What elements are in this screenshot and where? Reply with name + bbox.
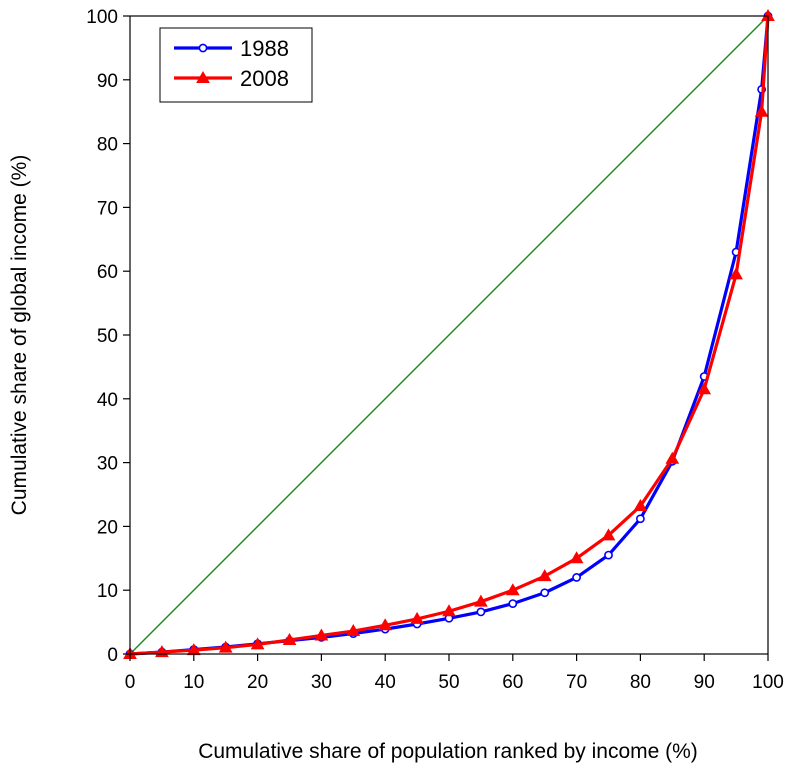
series-point — [314, 628, 329, 641]
y-tick-label: 70 — [97, 198, 118, 219]
legend-label: 1988 — [240, 36, 289, 61]
x-tick-label: 60 — [502, 672, 523, 693]
x-axis-title: Cumulative share of population ranked by… — [198, 740, 698, 763]
series-point — [540, 588, 550, 598]
legend-label: 2008 — [240, 66, 289, 91]
series-point — [250, 637, 265, 650]
y-tick-label: 60 — [97, 262, 118, 283]
y-tick-label: 100 — [86, 7, 118, 28]
x-tick-label: 100 — [752, 672, 784, 693]
x-tick-label: 30 — [311, 672, 332, 693]
series-point — [378, 618, 393, 631]
y-tick-label: 20 — [97, 517, 118, 538]
axes: 0 10 20 30 40 50 60 70 80 90 100 0 10 20 30 40 50 60 70 80 9… — [86, 7, 784, 693]
series-point — [196, 70, 210, 83]
series-point — [633, 498, 648, 511]
y-axis-title: Cumulative share of global income (%) — [8, 155, 31, 516]
y-tick-label: 90 — [97, 71, 118, 92]
x-tick-label: 80 — [630, 672, 651, 693]
legend-entry: 1988 — [174, 36, 289, 61]
series-point — [665, 451, 680, 464]
series-point — [636, 514, 645, 524]
y-tick-label: 10 — [97, 581, 118, 602]
y-tick-label: 30 — [97, 454, 118, 475]
series-point — [198, 43, 208, 53]
series-point — [537, 569, 552, 582]
legend-entry: 2008 — [174, 66, 289, 91]
equality-line-layer — [129, 15, 769, 655]
series-point — [476, 607, 486, 617]
x-tick-label: 10 — [183, 672, 204, 693]
series-point — [442, 604, 456, 617]
equality-line — [129, 15, 769, 655]
series-point — [218, 640, 233, 653]
y-tick-label: 80 — [97, 135, 118, 156]
x-tick-label: 90 — [694, 672, 715, 693]
legend: 1988 2008 — [159, 27, 313, 103]
y-tick-label: 50 — [97, 326, 118, 347]
x-tick-label: 40 — [375, 672, 396, 693]
series-point — [282, 632, 297, 645]
legend-box — [159, 27, 313, 103]
y-tick-label: 0 — [107, 645, 118, 666]
series-point — [754, 104, 769, 117]
series-2008 — [123, 8, 775, 659]
x-tick-label: 50 — [438, 672, 459, 693]
series-point — [569, 551, 584, 564]
series-point — [572, 573, 581, 582]
series-point — [410, 611, 424, 624]
series-point — [505, 583, 520, 596]
series-point — [346, 624, 361, 637]
series-layer — [123, 8, 775, 659]
series-point — [604, 550, 613, 560]
series-point — [601, 528, 616, 541]
series-point — [508, 599, 518, 608]
series-line — [129, 15, 770, 656]
series-point — [729, 267, 743, 280]
x-tick-label: 0 — [125, 672, 136, 693]
x-tick-label: 20 — [247, 672, 268, 693]
y-tick-label: 40 — [97, 390, 118, 411]
series-point — [474, 594, 488, 607]
series-point — [697, 382, 712, 395]
x-tick-label: 70 — [566, 672, 587, 693]
